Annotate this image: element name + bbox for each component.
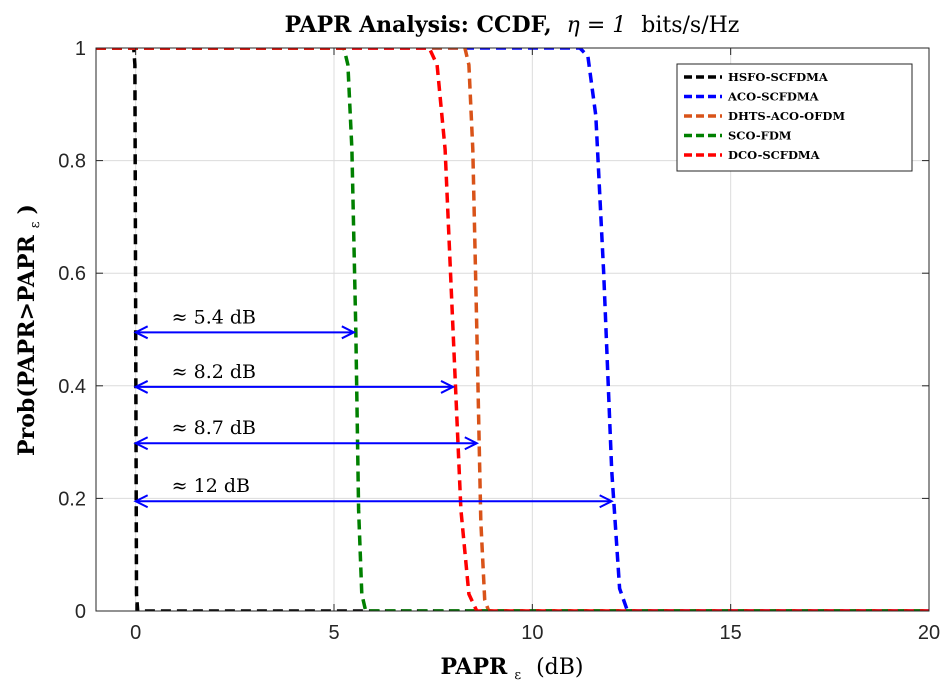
annotation-arrowhead-right <box>464 436 480 451</box>
y-tick-label: 0.2 <box>58 488 86 510</box>
legend: HSFO-SCFDMA ACO-SCFDMA DHTS-ACO-OFDM SCO-FD… <box>676 63 913 172</box>
legend-label: DHTS-ACO-OFDM <box>728 109 845 123</box>
series-line-dhts-aco-ofdm <box>96 48 929 611</box>
annotation-label: ≈ 8.2 dB <box>172 361 256 383</box>
y-label-close: ) <box>14 204 40 214</box>
annotation-arrow-2: ≈ 8.7 dB <box>133 417 480 451</box>
annotation-label: ≈ 12 dB <box>172 475 250 497</box>
legend-entry: HSFO-SCFDMA <box>684 70 829 84</box>
annotations-group: ≈ 5.4 dB ≈ 8.2 dB ≈ 8.7 dB ≈ 12 dB <box>133 306 614 509</box>
ticks-group: 0 5 10 15 20 0 0.2 0.4 0.6 0.8 1 <box>58 38 940 644</box>
annotation-arrow-3: ≈ 12 dB <box>133 475 614 509</box>
legend-box <box>676 63 913 172</box>
y-tick-label: 0 <box>75 601 86 623</box>
legend-entry: SCO-FDM <box>684 129 792 143</box>
legend-entries: HSFO-SCFDMA ACO-SCFDMA DHTS-ACO-OFDM SCO-FD… <box>684 70 845 162</box>
annotation-arrow-0: ≈ 5.4 dB <box>133 306 357 340</box>
annotation-arrowhead-right <box>341 325 357 340</box>
title-math: η = 1 <box>567 13 627 38</box>
y-label-sub: ε <box>28 221 43 228</box>
legend-entry: DCO-SCFDMA <box>684 148 821 162</box>
x-axis-label: PAPR ε (dB) <box>440 654 583 685</box>
annotation-arrowhead-left <box>133 436 149 451</box>
legend-label: ACO-SCFDMA <box>727 90 820 104</box>
legend-label: SCO-FDM <box>728 129 792 143</box>
title-unit: bits/s/Hz <box>641 13 739 38</box>
x-tick-label: 0 <box>130 622 141 644</box>
y-tick-label: 1 <box>75 38 86 60</box>
y-tick-label: 0.8 <box>58 151 86 173</box>
x-label-unit: (dB) <box>536 655 583 680</box>
legend-label: HSFO-SCFDMA <box>728 70 829 84</box>
legend-label: DCO-SCFDMA <box>728 148 821 162</box>
y-label-main: Prob(PAPR>PAPR <box>14 235 40 456</box>
annotation-label: ≈ 5.4 dB <box>172 306 256 328</box>
annotation-arrowhead-right <box>599 494 614 509</box>
series-group <box>96 48 929 611</box>
plot-frame <box>95 47 930 612</box>
annotation-arrowhead-left <box>133 325 149 340</box>
x-tick-label: 5 <box>328 622 339 644</box>
annotation-arrowhead-left <box>133 380 149 394</box>
annotation-label: ≈ 8.7 dB <box>172 417 256 439</box>
x-label-sub: ε <box>514 668 521 683</box>
chart-title: PAPR Analysis: CCDF, η = 1 bits/s/Hz <box>285 12 740 38</box>
annotation-arrowhead-right <box>440 380 456 394</box>
series-line-sco-fdm <box>96 48 929 611</box>
x-tick-label: 15 <box>720 622 742 644</box>
x-tick-label: 20 <box>918 622 940 644</box>
y-tick-label: 0.4 <box>58 376 86 398</box>
legend-entry: DHTS-ACO-OFDM <box>684 109 845 123</box>
legend-entry: ACO-SCFDMA <box>684 90 820 104</box>
x-tick-label: 10 <box>521 622 543 644</box>
series-line-aco-scfdma <box>96 48 929 611</box>
annotation-arrowhead-left <box>133 494 149 509</box>
x-label-main: PAPR <box>440 654 508 680</box>
y-tick-label: 0.6 <box>58 263 86 285</box>
annotation-arrow-1: ≈ 8.2 dB <box>133 361 456 394</box>
series-line-dco-scfdma <box>96 48 929 611</box>
title-bold: PAPR Analysis: CCDF, <box>285 12 552 38</box>
y-axis-label: Prob(PAPR>PAPR ε ) <box>14 204 45 456</box>
